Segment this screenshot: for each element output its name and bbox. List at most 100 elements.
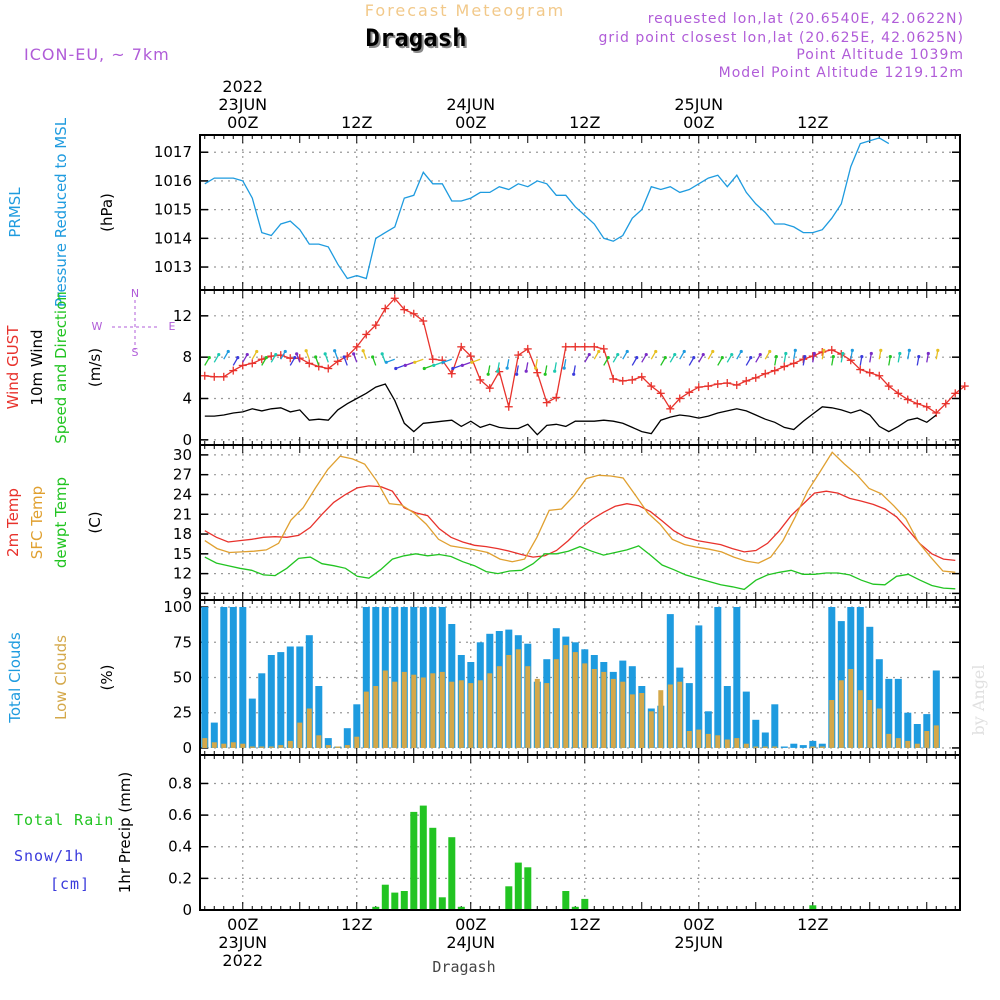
bar-total-clouds — [733, 607, 741, 748]
bar-total-clouds — [362, 607, 370, 748]
point-altitude: Point Altitude 1039m — [796, 47, 964, 63]
time-label-bottom: 12Z — [341, 915, 372, 934]
panel-ylabel-wind: Speed and Direction — [52, 291, 70, 444]
bar-low-clouds — [762, 746, 768, 748]
wind-arrow-head — [304, 349, 308, 353]
bar-total-clouds — [809, 740, 817, 748]
wind-arrow-head — [774, 354, 778, 359]
bar-low-clouds — [259, 746, 265, 748]
bar-low-clouds — [211, 742, 217, 748]
bar-low-clouds — [905, 740, 911, 748]
bar-low-clouds — [591, 669, 597, 748]
bar-low-clouds — [354, 736, 360, 748]
bar-total-clouds — [714, 607, 722, 748]
bar-total-clouds — [695, 625, 703, 748]
wind-arrow-head — [841, 351, 845, 356]
bar-total-rain — [429, 827, 437, 910]
panel-ylabel-temp: 2m Temp — [4, 488, 22, 557]
bar-low-clouds — [829, 700, 835, 748]
y-tick-label: 0 — [182, 901, 192, 919]
bar-low-clouds — [658, 690, 664, 748]
wind-arrow-head — [524, 369, 528, 373]
panel-ylabel-temp: dewpt Temp — [52, 477, 70, 568]
bar-total-clouds — [913, 724, 921, 748]
y-tick-label: 0.6 — [168, 806, 192, 824]
bar-low-clouds — [601, 671, 607, 748]
bar-low-clouds — [639, 693, 645, 748]
bar-total-rain — [400, 891, 408, 910]
bar-low-clouds — [772, 746, 778, 748]
time-label-bottom: 23JUN — [218, 933, 267, 952]
time-label-top: 12Z — [569, 113, 600, 132]
bar-low-clouds — [686, 731, 692, 748]
wind-arrow-head — [692, 356, 696, 360]
bar-total-rain — [505, 886, 513, 910]
bar-total-rain — [809, 905, 817, 910]
bar-low-clouds — [249, 746, 255, 748]
wind-arrow-head — [451, 366, 455, 371]
bar-total-rain — [524, 867, 532, 910]
bar-low-clouds — [525, 666, 531, 748]
wind-arrow-head — [749, 356, 753, 360]
bar-total-clouds — [818, 743, 826, 748]
y-tick-label: 1017 — [154, 143, 192, 161]
bar-low-clouds — [430, 673, 436, 748]
time-label-top: 23JUN — [218, 95, 267, 114]
bar-low-clouds — [629, 694, 635, 748]
y-tick-label: 12 — [173, 565, 192, 583]
wind-arrow-head — [869, 351, 873, 356]
bar-low-clouds — [392, 681, 398, 748]
bar-low-clouds — [867, 700, 873, 748]
compass-letter: N — [131, 287, 139, 300]
panel-ylabel-wind: Wind GUST — [4, 325, 22, 410]
wind-arrow-head — [682, 349, 686, 354]
bar-low-clouds — [468, 683, 474, 748]
time-label-bottom: 24JUN — [446, 933, 495, 952]
bar-total-rain — [581, 898, 589, 910]
bar-low-clouds — [696, 729, 702, 748]
wind-arrow-head — [572, 372, 576, 376]
time-label-bottom: 2022 — [222, 951, 263, 970]
wind-arrow-head — [293, 356, 297, 360]
bar-total-rain — [381, 884, 389, 910]
bar-low-clouds — [335, 746, 341, 748]
y-tick-label: 30 — [173, 446, 192, 464]
bar-low-clouds — [582, 663, 588, 748]
time-label-top: 00Z — [227, 113, 258, 132]
bar-total-clouds — [799, 745, 807, 748]
wind-arrow-head — [730, 352, 734, 357]
bar-low-clouds — [268, 746, 274, 748]
model-altitude: Model Point Altitude 1219.12m — [719, 65, 964, 81]
series-line-dewpt-temp — [204, 545, 956, 591]
bar-total-clouds — [248, 698, 256, 748]
bar-total-clouds — [210, 722, 218, 748]
wind-arrow-head — [403, 363, 407, 368]
wind-arrow-head — [543, 372, 547, 376]
bar-low-clouds — [401, 671, 407, 748]
bar-low-clouds — [933, 725, 939, 748]
time-label-bottom: 00Z — [455, 915, 486, 934]
grid-point-coords: grid point closest lon,lat (20.625E, 42.… — [598, 30, 964, 46]
wind-arrow-head — [701, 352, 705, 357]
bar-low-clouds — [278, 745, 284, 748]
footer-location: Dragash — [432, 958, 495, 976]
wind-arrow-head — [860, 354, 864, 359]
bar-total-clouds — [932, 670, 940, 748]
y-tick-label: 1013 — [154, 258, 192, 276]
y-tick-label: 24 — [173, 485, 192, 503]
wind-arrow-head — [888, 354, 892, 359]
bar-total-clouds — [894, 678, 902, 748]
wind-arrow-head — [850, 348, 854, 352]
y-tick-label: 75 — [173, 633, 192, 651]
wind-arrow-head — [255, 349, 259, 354]
time-label-top: 12Z — [341, 113, 372, 132]
y-tick-label: 18 — [173, 525, 192, 543]
bar-low-clouds — [553, 659, 559, 748]
bar-low-clouds — [544, 683, 550, 748]
bar-total-rain — [410, 811, 418, 910]
bar-low-clouds — [506, 655, 512, 748]
y-tick-label: 4 — [182, 390, 192, 408]
wind-arrow-head — [793, 348, 797, 352]
wind-arrow-head — [496, 369, 500, 373]
bar-total-rain — [391, 892, 399, 910]
